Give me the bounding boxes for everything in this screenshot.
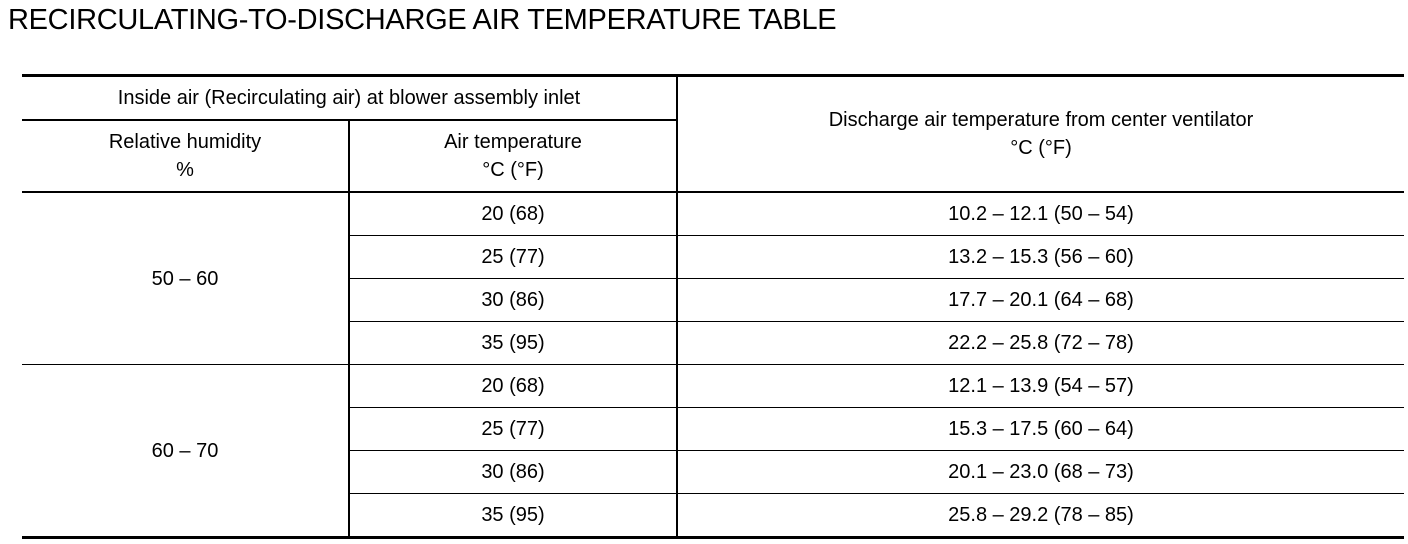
table-row: 35 (95) 22.2 – 25.8 (72 – 78) <box>22 321 1404 365</box>
table-row: 35 (95) 25.8 – 29.2 (78 – 85) <box>22 493 1404 539</box>
discharge-cell: 13.2 – 15.3 (56 – 60) <box>676 235 1404 279</box>
air-temperature-header: Air temperature °C (°F) <box>348 120 677 193</box>
table-row: 60 – 70 20 (68) 12.1 – 13.9 (54 – 57) <box>22 364 1404 539</box>
header-line: % <box>176 159 194 181</box>
discharge-cell: 25.8 – 29.2 (78 – 85) <box>676 493 1404 539</box>
table-row: 25 (77) 13.2 – 15.3 (56 – 60) <box>22 235 1404 279</box>
title: RECIRCULATING-TO-DISCHARGE AIR TEMPERATU… <box>8 4 837 36</box>
table-row: 50 – 60 20 (68) 10.2 – 12.1 (50 – 54) <box>22 192 1404 365</box>
discharge-cell: 15.3 – 17.5 (60 – 64) <box>676 407 1404 451</box>
discharge-cell: 10.2 – 12.1 (50 – 54) <box>676 192 1404 236</box>
air-temperature-cell: 20 (68) <box>348 364 677 408</box>
air-temperature-cell: 25 (77) <box>348 235 677 279</box>
discharge-cell: 22.2 – 25.8 (72 – 78) <box>676 321 1404 365</box>
table-row: 25 (77) 15.3 – 17.5 (60 – 64) <box>22 407 1404 451</box>
discharge-cell: 12.1 – 13.9 (54 – 57) <box>676 364 1404 408</box>
discharge-cell: 20.1 – 23.0 (68 – 73) <box>676 450 1404 494</box>
air-temperature-cell: 35 (95) <box>348 321 677 365</box>
humidity-header: Relative humidity % <box>22 120 349 193</box>
header-row: Relative humidity % Air temperature °C (… <box>22 120 1404 193</box>
table-row: 30 (86) 20.1 – 23.0 (68 – 73) <box>22 450 1404 494</box>
header-line: Relative humidity <box>108 131 262 153</box>
discharge-cell: 17.7 – 20.1 (64 – 68) <box>676 278 1404 322</box>
header-row: Inside air (Recirculating air) at blower… <box>22 74 1404 193</box>
header-line: °C (°F) <box>482 159 544 181</box>
temperature-table: Inside air (Recirculating air) at blower… <box>22 74 1404 539</box>
header-line: Air temperature <box>444 131 582 153</box>
air-temperature-cell: 25 (77) <box>348 407 677 451</box>
table-row: 30 (86) 17.7 – 20.1 (64 – 68) <box>22 278 1404 322</box>
discharge-header: Discharge air temperature from center ve… <box>676 74 1404 193</box>
header-line: °C (°F) <box>1010 137 1072 159</box>
air-temperature-cell: 20 (68) <box>348 192 677 236</box>
humidity-cell: 50 – 60 <box>22 192 349 365</box>
humidity-cell: 60 – 70 <box>22 364 349 539</box>
group-header: Inside air (Recirculating air) at blower… <box>22 74 677 121</box>
header-line: Discharge air temperature from center ve… <box>828 109 1254 131</box>
table-header: Inside air (Recirculating air) at blower… <box>22 74 1404 193</box>
air-temperature-cell: 30 (86) <box>348 450 677 494</box>
air-temperature-cell: 30 (86) <box>348 278 677 322</box>
table-body: 50 – 60 20 (68) 10.2 – 12.1 (50 – 54) 25 (7… <box>22 192 1404 539</box>
air-temperature-cell: 35 (95) <box>348 493 677 539</box>
